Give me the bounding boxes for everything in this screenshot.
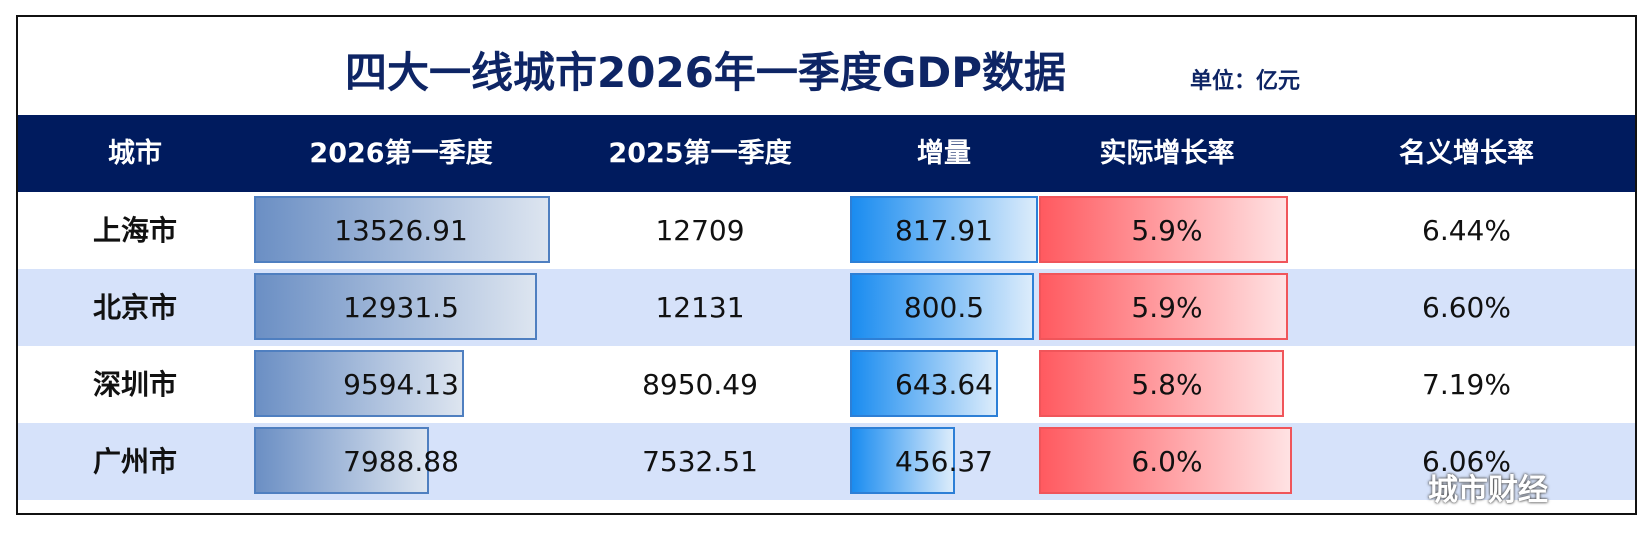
value-increment: 817.91: [895, 214, 993, 247]
bar-real-growth: [1039, 427, 1292, 494]
bar-increment: [850, 196, 1038, 263]
bar-real-growth: [1039, 350, 1284, 417]
header-increment: 增量: [917, 138, 971, 169]
value-2026-q1: 12931.5: [343, 291, 459, 324]
value-2025-q1: 7532.51: [642, 445, 758, 478]
bar-real-growth: [1039, 196, 1288, 263]
table-row: 广州市 7988.88 7532.51 456.37 6.0% 6.06%: [18, 423, 1635, 500]
table-header: 城市 2026第一季度 2025第一季度 增量 实际增长率 名义增长率: [18, 115, 1635, 192]
value-nominal-growth: 6.60%: [1422, 291, 1511, 324]
header-2025-q1: 2025第一季度: [608, 138, 792, 169]
bar-2026-q1: [254, 196, 550, 263]
title-row: 四大一线城市2026年一季度GDP数据 单位：亿元: [18, 17, 1635, 115]
value-2026-q1: 9594.13: [343, 368, 459, 401]
bar-2026-q1: [254, 427, 429, 494]
value-real-growth: 6.0%: [1131, 445, 1203, 478]
city-name: 北京市: [92, 291, 177, 324]
table-row: 上海市 13526.91 12709 817.91 5.9% 6.44%: [18, 192, 1635, 269]
value-2026-q1: 7988.88: [343, 445, 459, 478]
table-row: 深圳市 9594.13 8950.49 643.64 5.8% 7.19%: [18, 346, 1635, 423]
value-2025-q1: 12709: [655, 214, 745, 247]
value-real-growth: 5.9%: [1131, 291, 1203, 324]
value-real-growth: 5.8%: [1131, 368, 1203, 401]
chart-title: 四大一线城市2026年一季度GDP数据: [345, 48, 1067, 97]
header-2026-q1: 2026第一季度: [309, 138, 493, 169]
bar-increment: [850, 350, 998, 417]
bar-real-growth: [1039, 273, 1288, 340]
gdp-table-frame: 四大一线城市2026年一季度GDP数据 单位：亿元 城市 2026第一季度 20…: [16, 15, 1637, 515]
bar-2026-q1: [254, 350, 464, 417]
city-name: 上海市: [92, 214, 177, 247]
unit-label: 单位：亿元: [1190, 69, 1301, 94]
header-nominal-growth: 名义增长率: [1399, 138, 1534, 169]
city-name: 广州市: [92, 445, 177, 478]
value-2025-q1: 12131: [655, 291, 745, 324]
city-name: 深圳市: [92, 368, 177, 401]
bar-increment: [850, 427, 955, 494]
value-real-growth: 5.9%: [1131, 214, 1203, 247]
value-2025-q1: 8950.49: [642, 368, 758, 401]
value-increment: 800.5: [903, 291, 985, 324]
header-city: 城市: [108, 138, 162, 169]
value-increment: 643.64: [895, 368, 993, 401]
value-2026-q1: 13526.91: [334, 214, 468, 247]
value-nominal-growth: 7.19%: [1422, 368, 1511, 401]
watermark-text: 城市财经: [1428, 473, 1548, 508]
table-row: 北京市 12931.5 12131 800.5 5.9% 6.60%: [18, 269, 1635, 346]
header-real-growth: 实际增长率: [1099, 138, 1235, 169]
value-nominal-growth: 6.44%: [1422, 214, 1511, 247]
value-nominal-growth: 6.06%: [1422, 445, 1511, 478]
bar-increment: [850, 273, 1034, 340]
value-increment: 456.37: [895, 445, 993, 478]
bar-2026-q1: [254, 273, 537, 340]
